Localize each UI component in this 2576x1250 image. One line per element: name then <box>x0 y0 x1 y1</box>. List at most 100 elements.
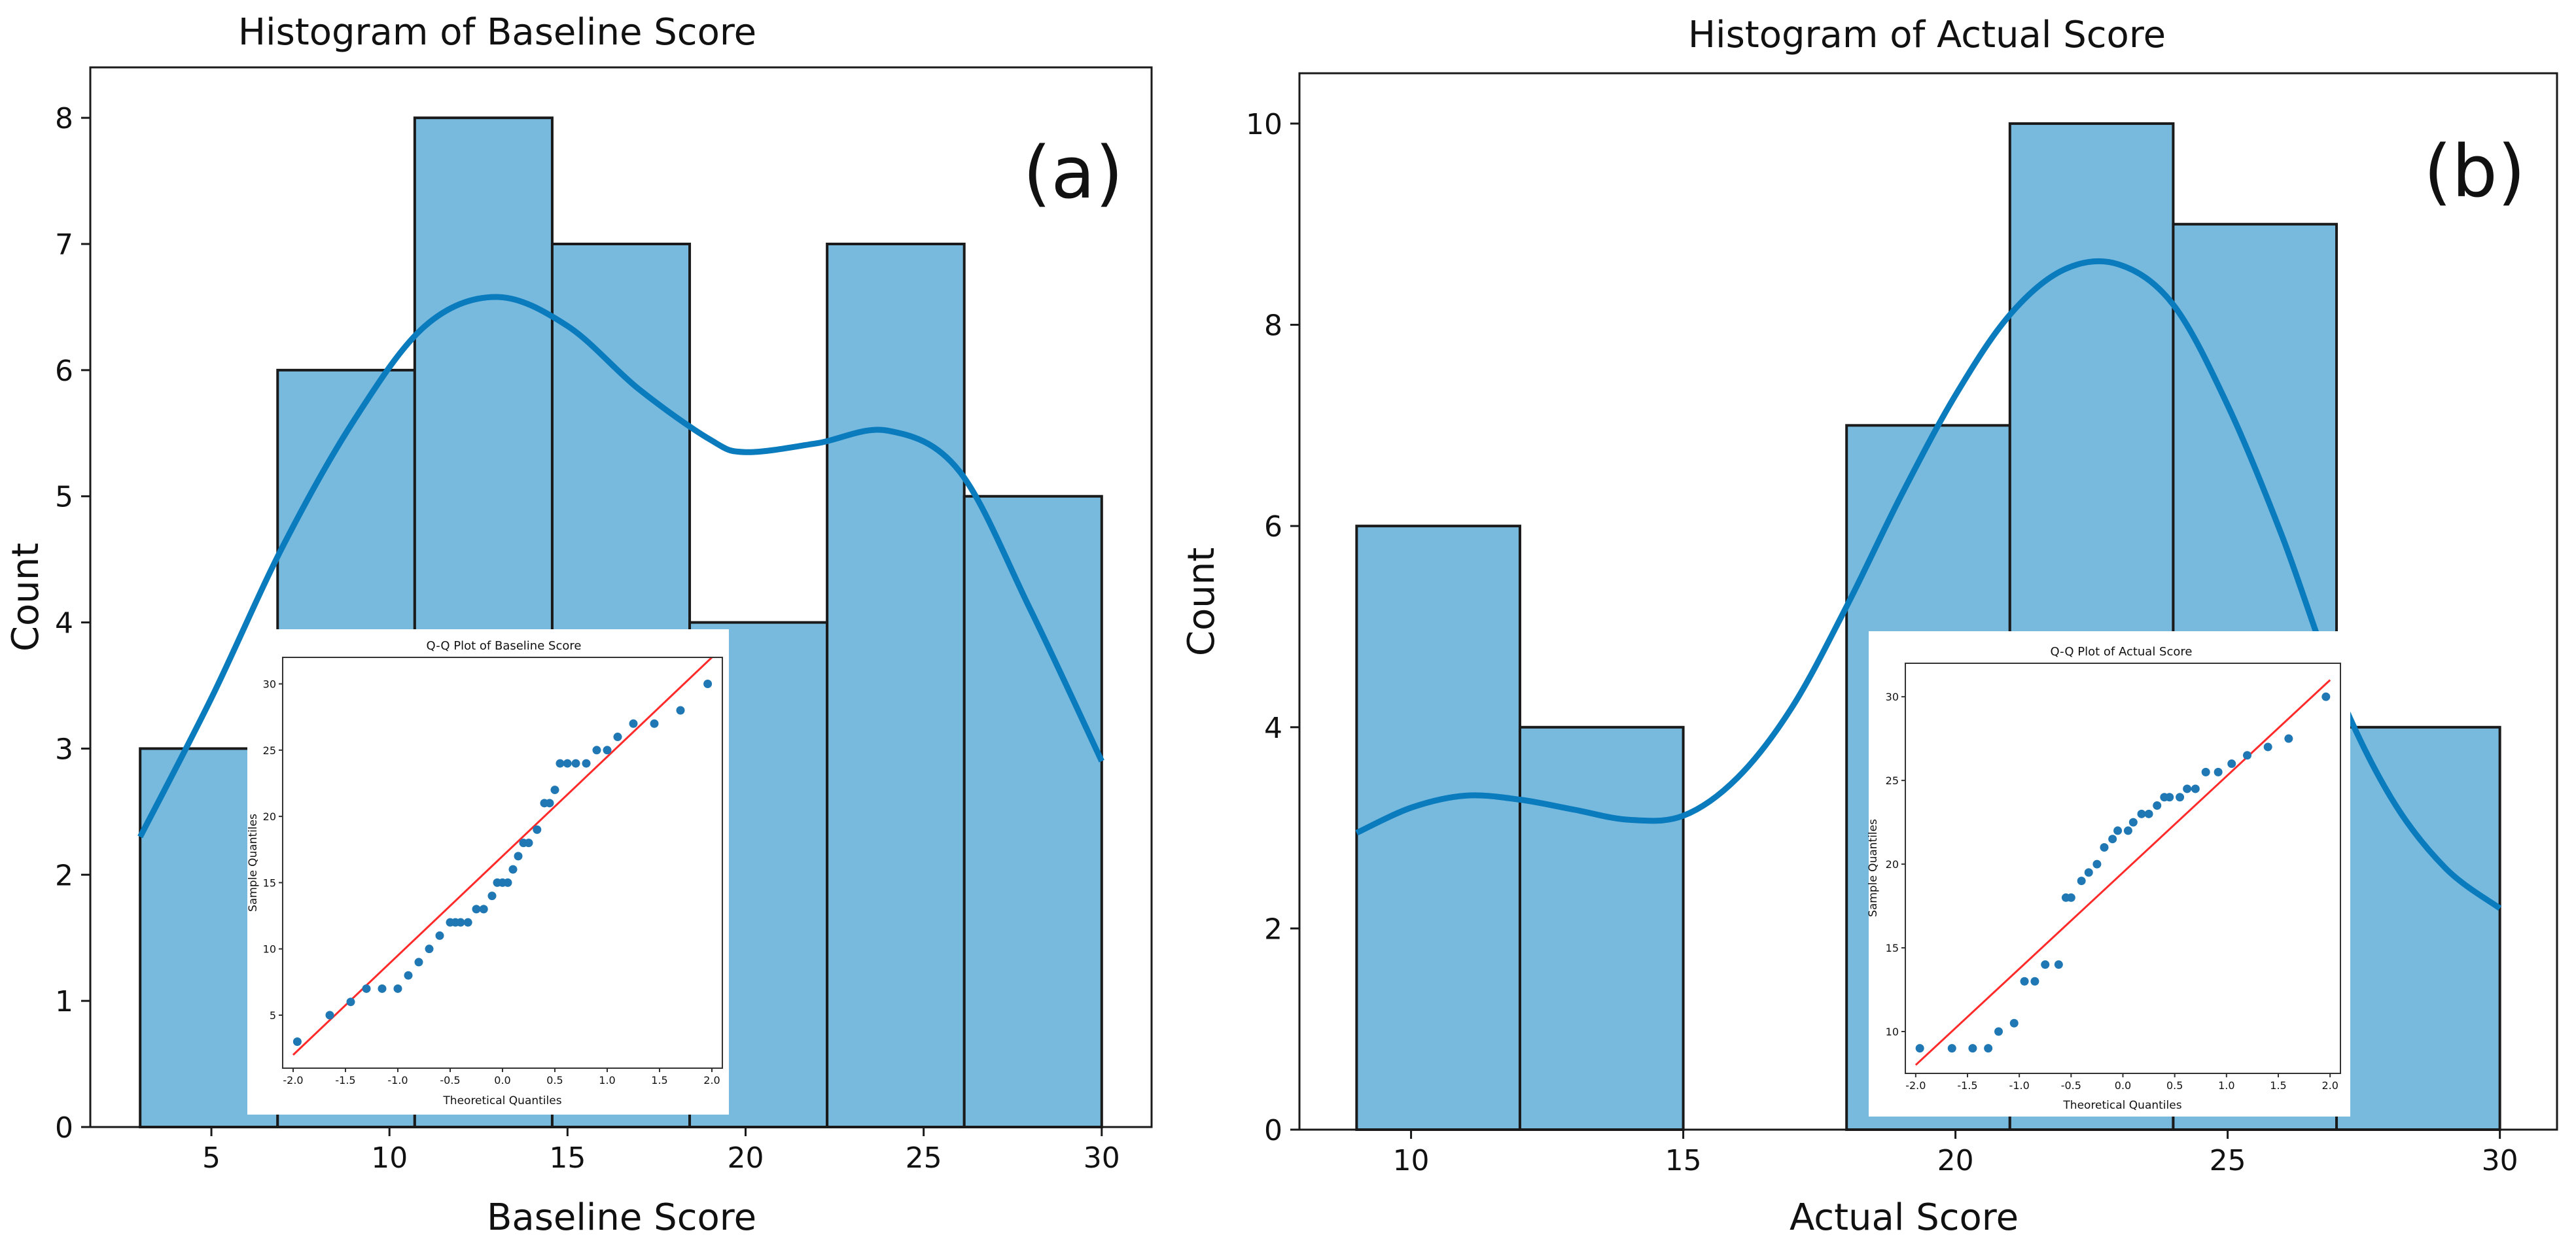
chart-a-inset-point <box>487 892 497 901</box>
chart-b-inset-point <box>2176 793 2185 802</box>
chart-a-inset-x-axis-label: Theoretical Quantiles <box>442 1094 561 1107</box>
chart-b-inset-y-tick-label: 30 <box>1886 691 1899 703</box>
chart-a-inset-qq-plot: Q-Q Plot of Baseline Score -2.0 -1.5 -1.0-… <box>247 629 729 1115</box>
chart-b-inset-plot: -2.0 -1.5 -1.0 -0.5 0.0 0.5 1.0 1.5 2.0 10 15 20 25 3… <box>1886 679 2338 1092</box>
chart-b-inset-background <box>1869 631 2350 1117</box>
chart-a-inset-point <box>472 905 481 914</box>
chart-a-inset-x-tick-label: 0.5 <box>546 1074 563 1086</box>
chart-a-axes-frame <box>89 66 1153 1128</box>
chart-b-inset-point <box>2108 835 2117 844</box>
chart-a-y-tick-label: 0 <box>55 1111 73 1145</box>
chart-a-x-tick-label: 25 <box>906 1141 942 1175</box>
chart-b-y-axis-label: Count <box>1180 547 1223 656</box>
chart-b-inset-point <box>2092 859 2102 869</box>
chart-a-inset-y-tick-label: 5 <box>270 1009 276 1022</box>
chart-b-y-tick-label: 2 <box>1264 912 1282 946</box>
chart-a-x-tick-label: 30 <box>1084 1141 1120 1175</box>
chart-b-inset-point <box>2066 893 2075 902</box>
chart-b-inset-point <box>2284 734 2293 743</box>
chart-b-inset-point <box>2214 767 2223 776</box>
chart-b-panel-label: (b) <box>2424 130 2526 213</box>
chart-a-inset-point <box>603 746 612 755</box>
chart-a-inset-x-tick-label: 2.0 <box>703 1074 720 1086</box>
chart-b-inset-point <box>1994 1027 2003 1036</box>
chart-a-kde-curve <box>137 294 1104 839</box>
chart-a-inset-point <box>545 799 554 808</box>
chart-a-y-tick-label: 7 <box>55 228 73 262</box>
chart-b-inset-point <box>2243 751 2251 760</box>
chart-a-inset-point <box>582 759 591 768</box>
chart-a-y-ticks: 0 1 2 3 4 5 6 7 8 <box>55 102 90 1145</box>
chart-b-inset-point <box>2227 759 2236 769</box>
chart-a-inset-point <box>592 746 601 755</box>
chart-a-x-tick-label: 5 <box>202 1141 221 1175</box>
chart-b-inset-x-tick-label: -2.0 <box>1905 1079 1926 1092</box>
chart-a-title: Histogram of Baseline Score <box>238 11 756 54</box>
chart-a-inset-point <box>676 706 685 715</box>
chart-a-inset-point <box>650 719 659 728</box>
chart-b-inset-x-axis-label: Theoretical Quantiles <box>2062 1099 2181 1112</box>
chart-b-inset-point <box>1947 1044 1956 1053</box>
chart-a-x-tick-label: 20 <box>728 1141 764 1175</box>
chart-a-inset-x-tick-label: -0.5 <box>440 1074 460 1086</box>
chart-a-inset-y-tick-label: 20 <box>263 810 276 823</box>
chart-a-inset-point <box>514 852 523 861</box>
chart-a-inset-y-tick-label: 15 <box>263 877 276 889</box>
chart-b-inset-x-tick-label: -1.5 <box>1957 1079 1977 1092</box>
chart-b-inset-y-tick-label: 15 <box>1886 942 1899 954</box>
chart-a-inset-point <box>325 1011 334 1020</box>
chart-b-inset-y-tick-label: 10 <box>1886 1026 1899 1038</box>
chart-a-inset-point <box>425 945 434 954</box>
chart-a-y-tick-label: 4 <box>55 607 73 640</box>
chart-a-inset-point <box>503 878 512 887</box>
chart-a-inset-title: Q-Q Plot of Baseline Score <box>427 639 582 653</box>
chart-a-inset-point <box>463 918 472 927</box>
chart-a-inset-point <box>378 984 387 993</box>
chart-a-inset-point <box>571 759 580 768</box>
chart-b-inset-y-axis-label: Sample Quantiles <box>1867 819 1880 917</box>
chart-b-inset-x-tick-label: -1.0 <box>2009 1079 2030 1092</box>
chart-b-inset-point <box>1968 1044 1977 1053</box>
chart-b-inset-point <box>1984 1044 1993 1053</box>
chart-a-inset-point <box>556 759 565 768</box>
chart-a-inset-y-axis-label: Sample Quantiles <box>247 814 260 912</box>
chart-b-inset-point <box>2054 960 2063 969</box>
chart-b-inset-y-tick-label: 20 <box>1886 858 1899 871</box>
chart-a-inset-y-tick-label: 10 <box>263 943 276 956</box>
chart-b-inset-point <box>2144 809 2153 818</box>
chart-a-inset-x-tick-label: 1.5 <box>651 1074 667 1086</box>
chart-a-inset-point <box>414 958 423 967</box>
chart-b-y-tick-label: 6 <box>1264 510 1282 544</box>
chart-a-y-tick-label: 5 <box>55 481 73 514</box>
chart-a-panel-label: (a) <box>1023 131 1123 215</box>
chart-a-y-tick-label: 3 <box>55 733 73 766</box>
chart-a-inset-x-tick-label: -1.5 <box>335 1074 355 1086</box>
chart-b-inset-point <box>2030 977 2039 986</box>
chart-b-inset-point <box>2201 767 2210 776</box>
chart-b-inset-point <box>2020 977 2029 986</box>
chart-b-inset-point <box>2128 818 2138 827</box>
chart-a-bar <box>962 495 1103 1128</box>
chart-a-inset-point <box>404 971 413 980</box>
chart-a-y-tick-label: 6 <box>55 355 73 388</box>
chart-a-inset-point <box>292 1037 302 1046</box>
chart-b-y-tick-label: 10 <box>1246 108 1282 141</box>
chart-a-inset-point <box>479 905 488 914</box>
chart-a-inset-point <box>629 719 638 728</box>
chart-a-y-tick-label: 8 <box>55 102 73 135</box>
chart-b-inset-point <box>2084 868 2093 877</box>
chart-b-inset-point <box>2263 742 2272 752</box>
panel-b: Histogram of Actual Score 10 15 20 25 30 0 2 4… <box>1180 14 2558 1239</box>
chart-b-inset-point <box>2165 793 2174 802</box>
chart-b-axes-frame <box>1298 72 2558 1131</box>
chart-a-x-tick-label: 10 <box>371 1141 408 1175</box>
chart-b-inset-point <box>2183 784 2192 793</box>
chart-a-x-tick-label: 15 <box>549 1141 586 1175</box>
chart-a-x-ticks: 5 10 15 20 25 30 <box>202 1127 1120 1175</box>
chart-a-inset-y-tick-label: 30 <box>263 678 276 691</box>
chart-a-inset-point <box>346 998 355 1007</box>
chart-a-bar <box>826 243 966 1128</box>
chart-a-inset-point <box>362 984 371 993</box>
chart-b-inset-point <box>2113 826 2123 835</box>
